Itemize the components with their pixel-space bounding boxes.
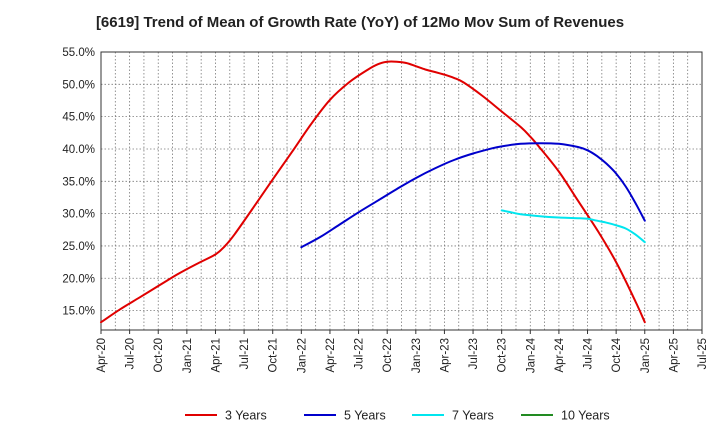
series-line-5-years bbox=[300, 142, 646, 249]
y-tick-label: 40.0% bbox=[62, 144, 95, 156]
series-line-7-years bbox=[500, 209, 646, 244]
y-tick-label: 15.0% bbox=[62, 306, 95, 318]
plot-frame bbox=[100, 51, 703, 331]
series-line-3-years bbox=[100, 60, 646, 324]
x-tick-label: Oct-23 bbox=[497, 338, 509, 373]
x-tick-label: Jul-23 bbox=[468, 338, 480, 369]
y-tick-label: 30.0% bbox=[62, 209, 95, 221]
x-tick-label: Oct-21 bbox=[268, 338, 280, 373]
x-tick-label: Oct-22 bbox=[382, 338, 394, 373]
y-tick-label: 35.0% bbox=[62, 176, 95, 188]
x-tick-label: Apr-20 bbox=[96, 338, 108, 373]
chart-title: [6619] Trend of Mean of Growth Rate (YoY… bbox=[95, 14, 625, 31]
y-tick-label: 55.0% bbox=[62, 47, 95, 59]
legend-label: 5 Years bbox=[344, 409, 386, 423]
y-tick-label: 25.0% bbox=[62, 241, 95, 253]
x-tick-label: Jul-22 bbox=[354, 338, 366, 369]
x-tick-label: Apr-22 bbox=[325, 338, 337, 373]
x-tick-label: Jan-25 bbox=[640, 338, 652, 373]
legend-label: 10 Years bbox=[561, 409, 610, 423]
legend-label: 3 Years bbox=[225, 409, 267, 423]
legend-label: 7 Years bbox=[452, 409, 494, 423]
y-tick-label: 20.0% bbox=[62, 273, 95, 285]
y-tick-label: 50.0% bbox=[62, 79, 95, 91]
x-tick-label: Jan-21 bbox=[182, 338, 194, 373]
x-tick-label: Jul-21 bbox=[239, 338, 251, 369]
x-tick-label: Oct-24 bbox=[611, 337, 623, 372]
x-tick-label: Jan-24 bbox=[525, 337, 537, 373]
x-tick-label: Jan-22 bbox=[296, 338, 308, 373]
x-tick-label: Jul-24 bbox=[583, 337, 595, 369]
x-tick-label: Apr-21 bbox=[210, 338, 222, 373]
x-tick-label: Apr-25 bbox=[668, 338, 680, 373]
y-tick-label: 45.0% bbox=[62, 112, 95, 124]
x-tick-label: Jul-20 bbox=[125, 338, 137, 369]
x-tick-label: Oct-20 bbox=[153, 338, 165, 373]
x-tick-label: Apr-24 bbox=[554, 337, 566, 372]
x-tick-label: Apr-23 bbox=[439, 338, 451, 373]
x-tick-label: Jan-23 bbox=[411, 338, 423, 373]
x-tick-label: Jul-25 bbox=[697, 338, 709, 369]
